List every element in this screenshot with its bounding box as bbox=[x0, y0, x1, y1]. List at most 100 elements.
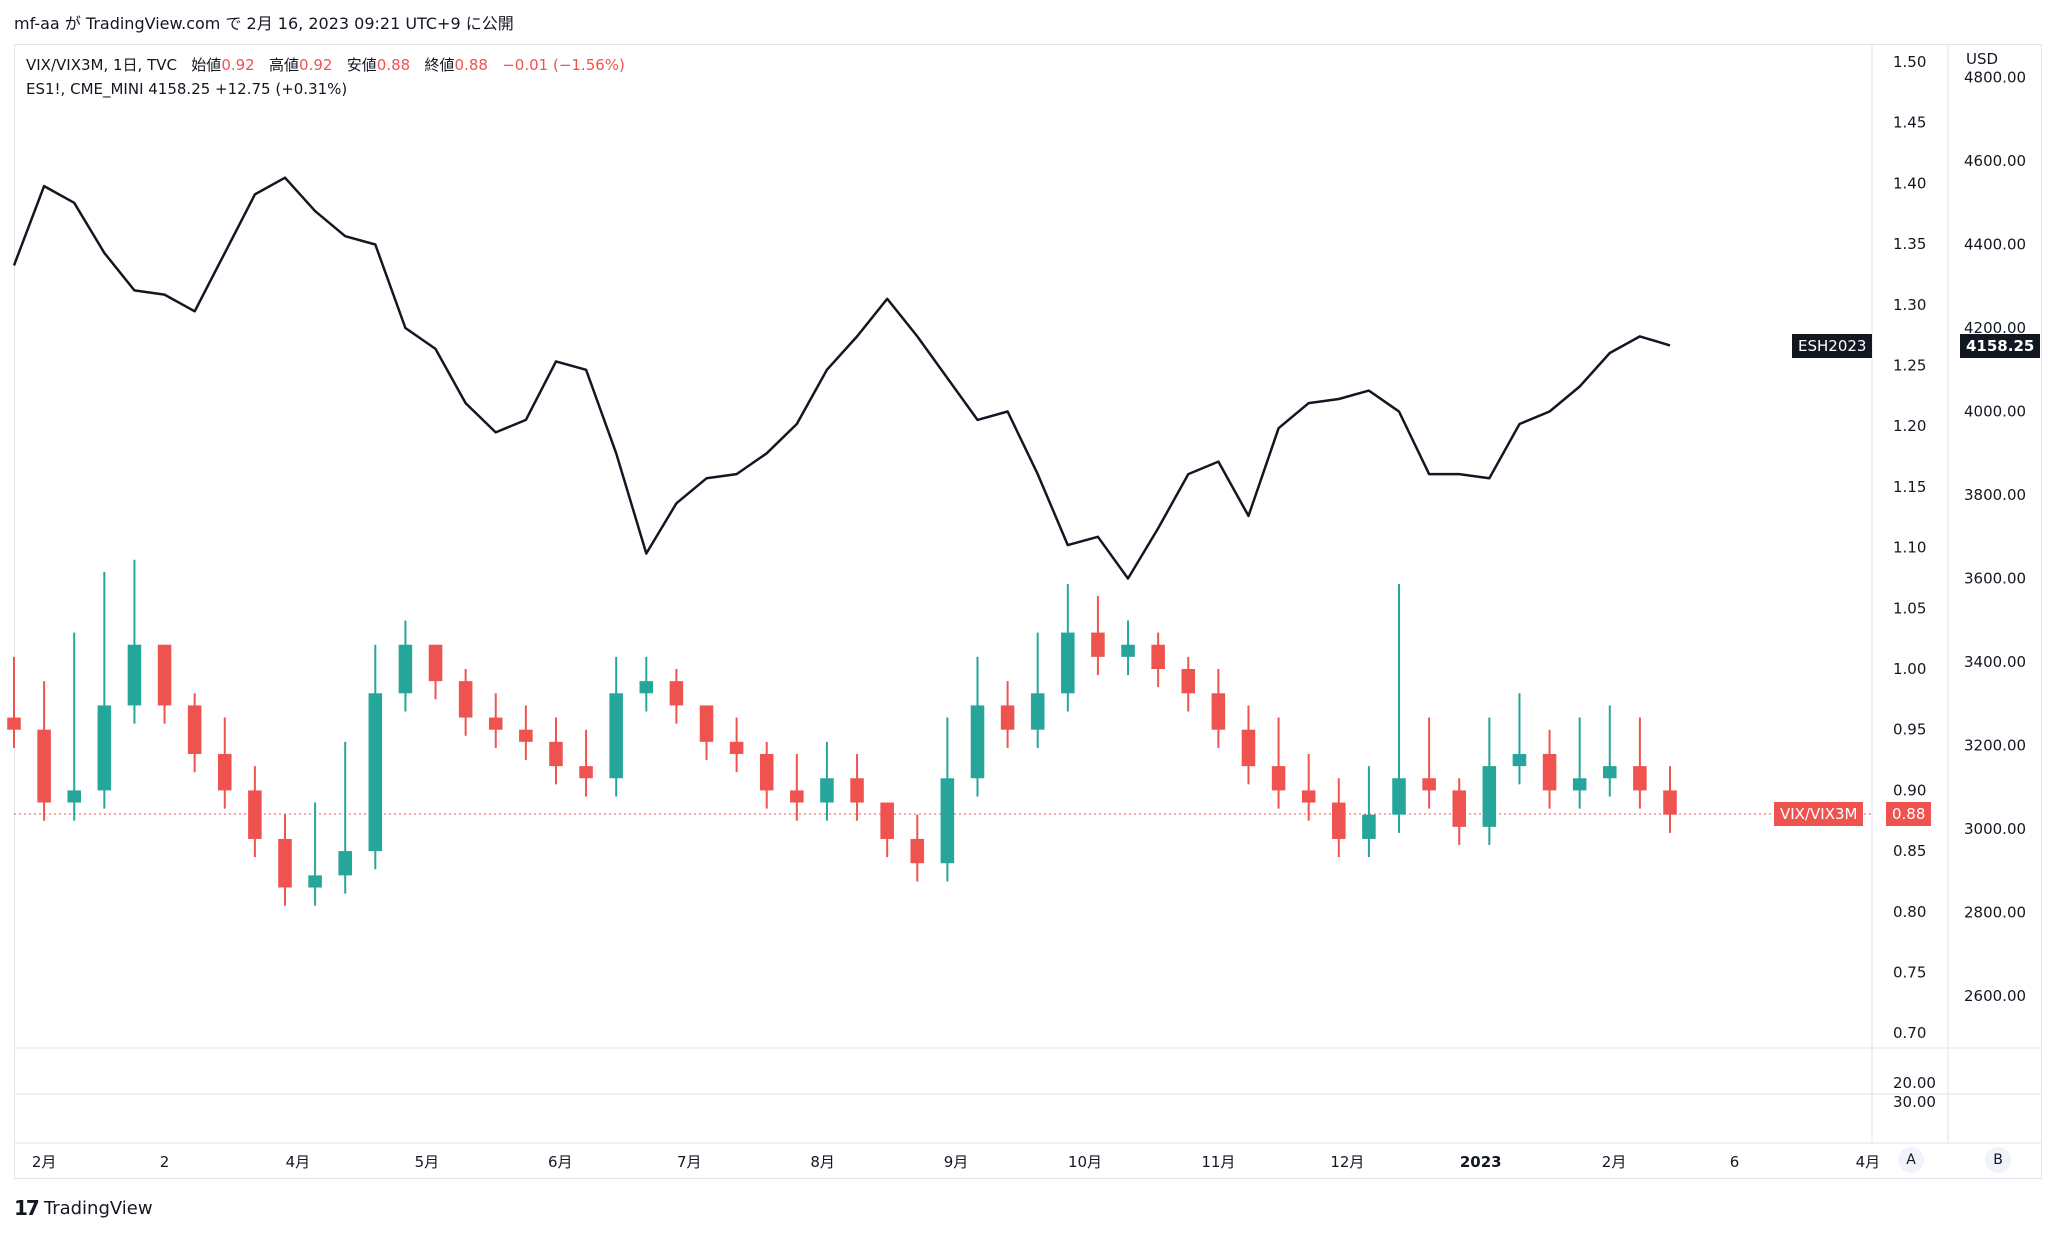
time-axis-label: 8月 bbox=[810, 1153, 835, 1171]
scale-button-b[interactable]: B bbox=[1985, 1147, 2011, 1173]
vix-candle bbox=[157, 644, 172, 724]
price-tick-label: 3000.00 bbox=[1964, 820, 2026, 838]
chart-frame[interactable] bbox=[14, 44, 2042, 1179]
time-axis-label: 4月 bbox=[286, 1153, 311, 1171]
close-label: 終値 bbox=[424, 56, 455, 74]
ratio-tick-label: 1.20 bbox=[1893, 417, 1926, 435]
vix-candle bbox=[1000, 681, 1015, 748]
vix-candle bbox=[1422, 717, 1436, 809]
ratio-tick-label: 1.05 bbox=[1893, 599, 1926, 617]
price-tick-label: 4200.00 bbox=[1964, 319, 2026, 337]
es-symbol-badge: ESH2023 bbox=[1792, 334, 1873, 358]
vix-candle bbox=[699, 705, 714, 761]
price-tick-label: 3800.00 bbox=[1964, 486, 2026, 504]
time-axis-label: 10月 bbox=[1068, 1153, 1102, 1171]
time-axis-label: 2月 bbox=[32, 1153, 57, 1171]
vix-candle bbox=[1241, 705, 1256, 785]
vix-candle bbox=[7, 656, 21, 748]
vix-candle bbox=[338, 741, 352, 894]
vix-candle bbox=[669, 669, 684, 724]
ratio-tick-label: 0.75 bbox=[1893, 964, 1926, 982]
vix-candle bbox=[1181, 656, 1196, 712]
es-price-line bbox=[12, 176, 1671, 580]
vix-candle bbox=[759, 741, 774, 809]
vix-candle bbox=[428, 644, 443, 700]
vix-candle bbox=[850, 753, 864, 821]
time-axis-label: 2月 bbox=[1602, 1153, 1627, 1171]
es-price-badge: 4158.25 bbox=[1960, 334, 2041, 358]
open-value: 0.92 bbox=[221, 56, 255, 74]
time-axis: 2月 2 4月 5月 6月 7月 8月 9月 10月 11月 12月 2023 2月 6 4月 bbox=[32, 1153, 1880, 1171]
vix-symbol-info: VIX/VIX3M, 1日, TVC bbox=[26, 56, 177, 74]
vix-candle bbox=[187, 693, 202, 773]
pane2-tick-label: 30.00 bbox=[1893, 1093, 1936, 1111]
auto-scale-button[interactable]: A bbox=[1898, 1147, 1924, 1173]
ratio-tick-label: 1.45 bbox=[1893, 114, 1926, 132]
vix-candle bbox=[1301, 753, 1316, 821]
publish-info: mf-aa が TradingView.com で 2月 16, 2023 09… bbox=[14, 14, 514, 33]
time-axis-label: 6月 bbox=[548, 1153, 573, 1171]
vix-candle bbox=[1572, 717, 1587, 809]
vix-symbol-badge: VIX/VIX3M bbox=[1774, 802, 1864, 826]
vix-candle bbox=[217, 717, 232, 809]
price-tick-label: 4800.00 bbox=[1964, 69, 2026, 87]
vix-candle bbox=[549, 717, 563, 785]
ratio-tick-label: 1.40 bbox=[1893, 174, 1926, 192]
vix-candle bbox=[67, 632, 81, 821]
vix-candle bbox=[278, 814, 292, 906]
open-label: 始値 bbox=[191, 56, 222, 74]
ratio-tick-label: 1.35 bbox=[1893, 235, 1926, 253]
ratio-tick-label: 1.15 bbox=[1893, 478, 1926, 496]
ratio-axis: 1.50 1.45 1.40 1.35 1.30 1.25 1.20 1.15 1.10 1.05… bbox=[1893, 53, 1926, 1042]
ratio-tick-label: 0.90 bbox=[1893, 781, 1926, 799]
vix-candle bbox=[970, 656, 985, 797]
vix-candle bbox=[248, 766, 262, 858]
close-value: 0.88 bbox=[454, 56, 488, 74]
price-tick-label: 3600.00 bbox=[1964, 570, 2026, 588]
vix-candle bbox=[1332, 778, 1346, 858]
time-axis-label: 11月 bbox=[1201, 1153, 1235, 1171]
vix-legend: VIX/VIX3M, 1日, TVC 始値0.92 高値0.92 安値0.88 … bbox=[26, 54, 625, 75]
high-value: 0.92 bbox=[299, 56, 333, 74]
price-tick-label: 3400.00 bbox=[1964, 653, 2026, 671]
vix-candle bbox=[1121, 620, 1135, 676]
price-tick-label: 4000.00 bbox=[1964, 403, 2026, 421]
vix-candle bbox=[1452, 778, 1467, 846]
ratio-tick-label: 1.10 bbox=[1893, 539, 1926, 557]
ratio-tick-label: 1.25 bbox=[1893, 357, 1926, 375]
footer-brand[interactable]: 17 TradingView bbox=[14, 1196, 153, 1220]
time-axis-label: 9月 bbox=[944, 1153, 969, 1171]
ratio-tick-label: 0.85 bbox=[1893, 842, 1926, 860]
price-tick-label: 4600.00 bbox=[1964, 152, 2026, 170]
vix-candle bbox=[1603, 705, 1617, 797]
vix-candle bbox=[488, 693, 503, 748]
price-tick-label: 3200.00 bbox=[1964, 737, 2026, 755]
vix-candle bbox=[940, 717, 955, 882]
brand-name: TradingView bbox=[43, 1197, 153, 1219]
vix-candle bbox=[1633, 717, 1647, 809]
time-axis-label: 4月 bbox=[1856, 1153, 1881, 1171]
low-label: 安値 bbox=[346, 56, 377, 74]
time-axis-label: 5月 bbox=[415, 1153, 440, 1171]
vix-candle bbox=[1030, 632, 1045, 748]
vix-candle bbox=[1091, 596, 1105, 676]
vix-candle bbox=[398, 620, 413, 712]
price-axis: 4800.00 4600.00 4400.00 4200.00 4000.00 3800.… bbox=[1964, 69, 2026, 1006]
price-tick-label: 4400.00 bbox=[1964, 236, 2026, 254]
high-label: 高値 bbox=[269, 56, 300, 74]
pane2-tick-label: 20.00 bbox=[1893, 1074, 1936, 1092]
ratio-tick-label: 0.80 bbox=[1893, 903, 1926, 921]
currency-label[interactable]: USD bbox=[1966, 50, 1999, 68]
vix-candle bbox=[880, 802, 894, 858]
vix-candle bbox=[519, 705, 533, 761]
vix-candle bbox=[127, 559, 142, 724]
vix-candle bbox=[308, 802, 322, 906]
vix-candle bbox=[579, 729, 593, 797]
time-axis-label: 2 bbox=[160, 1153, 170, 1171]
vix-candle bbox=[910, 814, 925, 882]
vix-candle bbox=[97, 571, 112, 809]
vix-candle bbox=[1392, 584, 1406, 833]
vix-candle bbox=[368, 644, 383, 870]
